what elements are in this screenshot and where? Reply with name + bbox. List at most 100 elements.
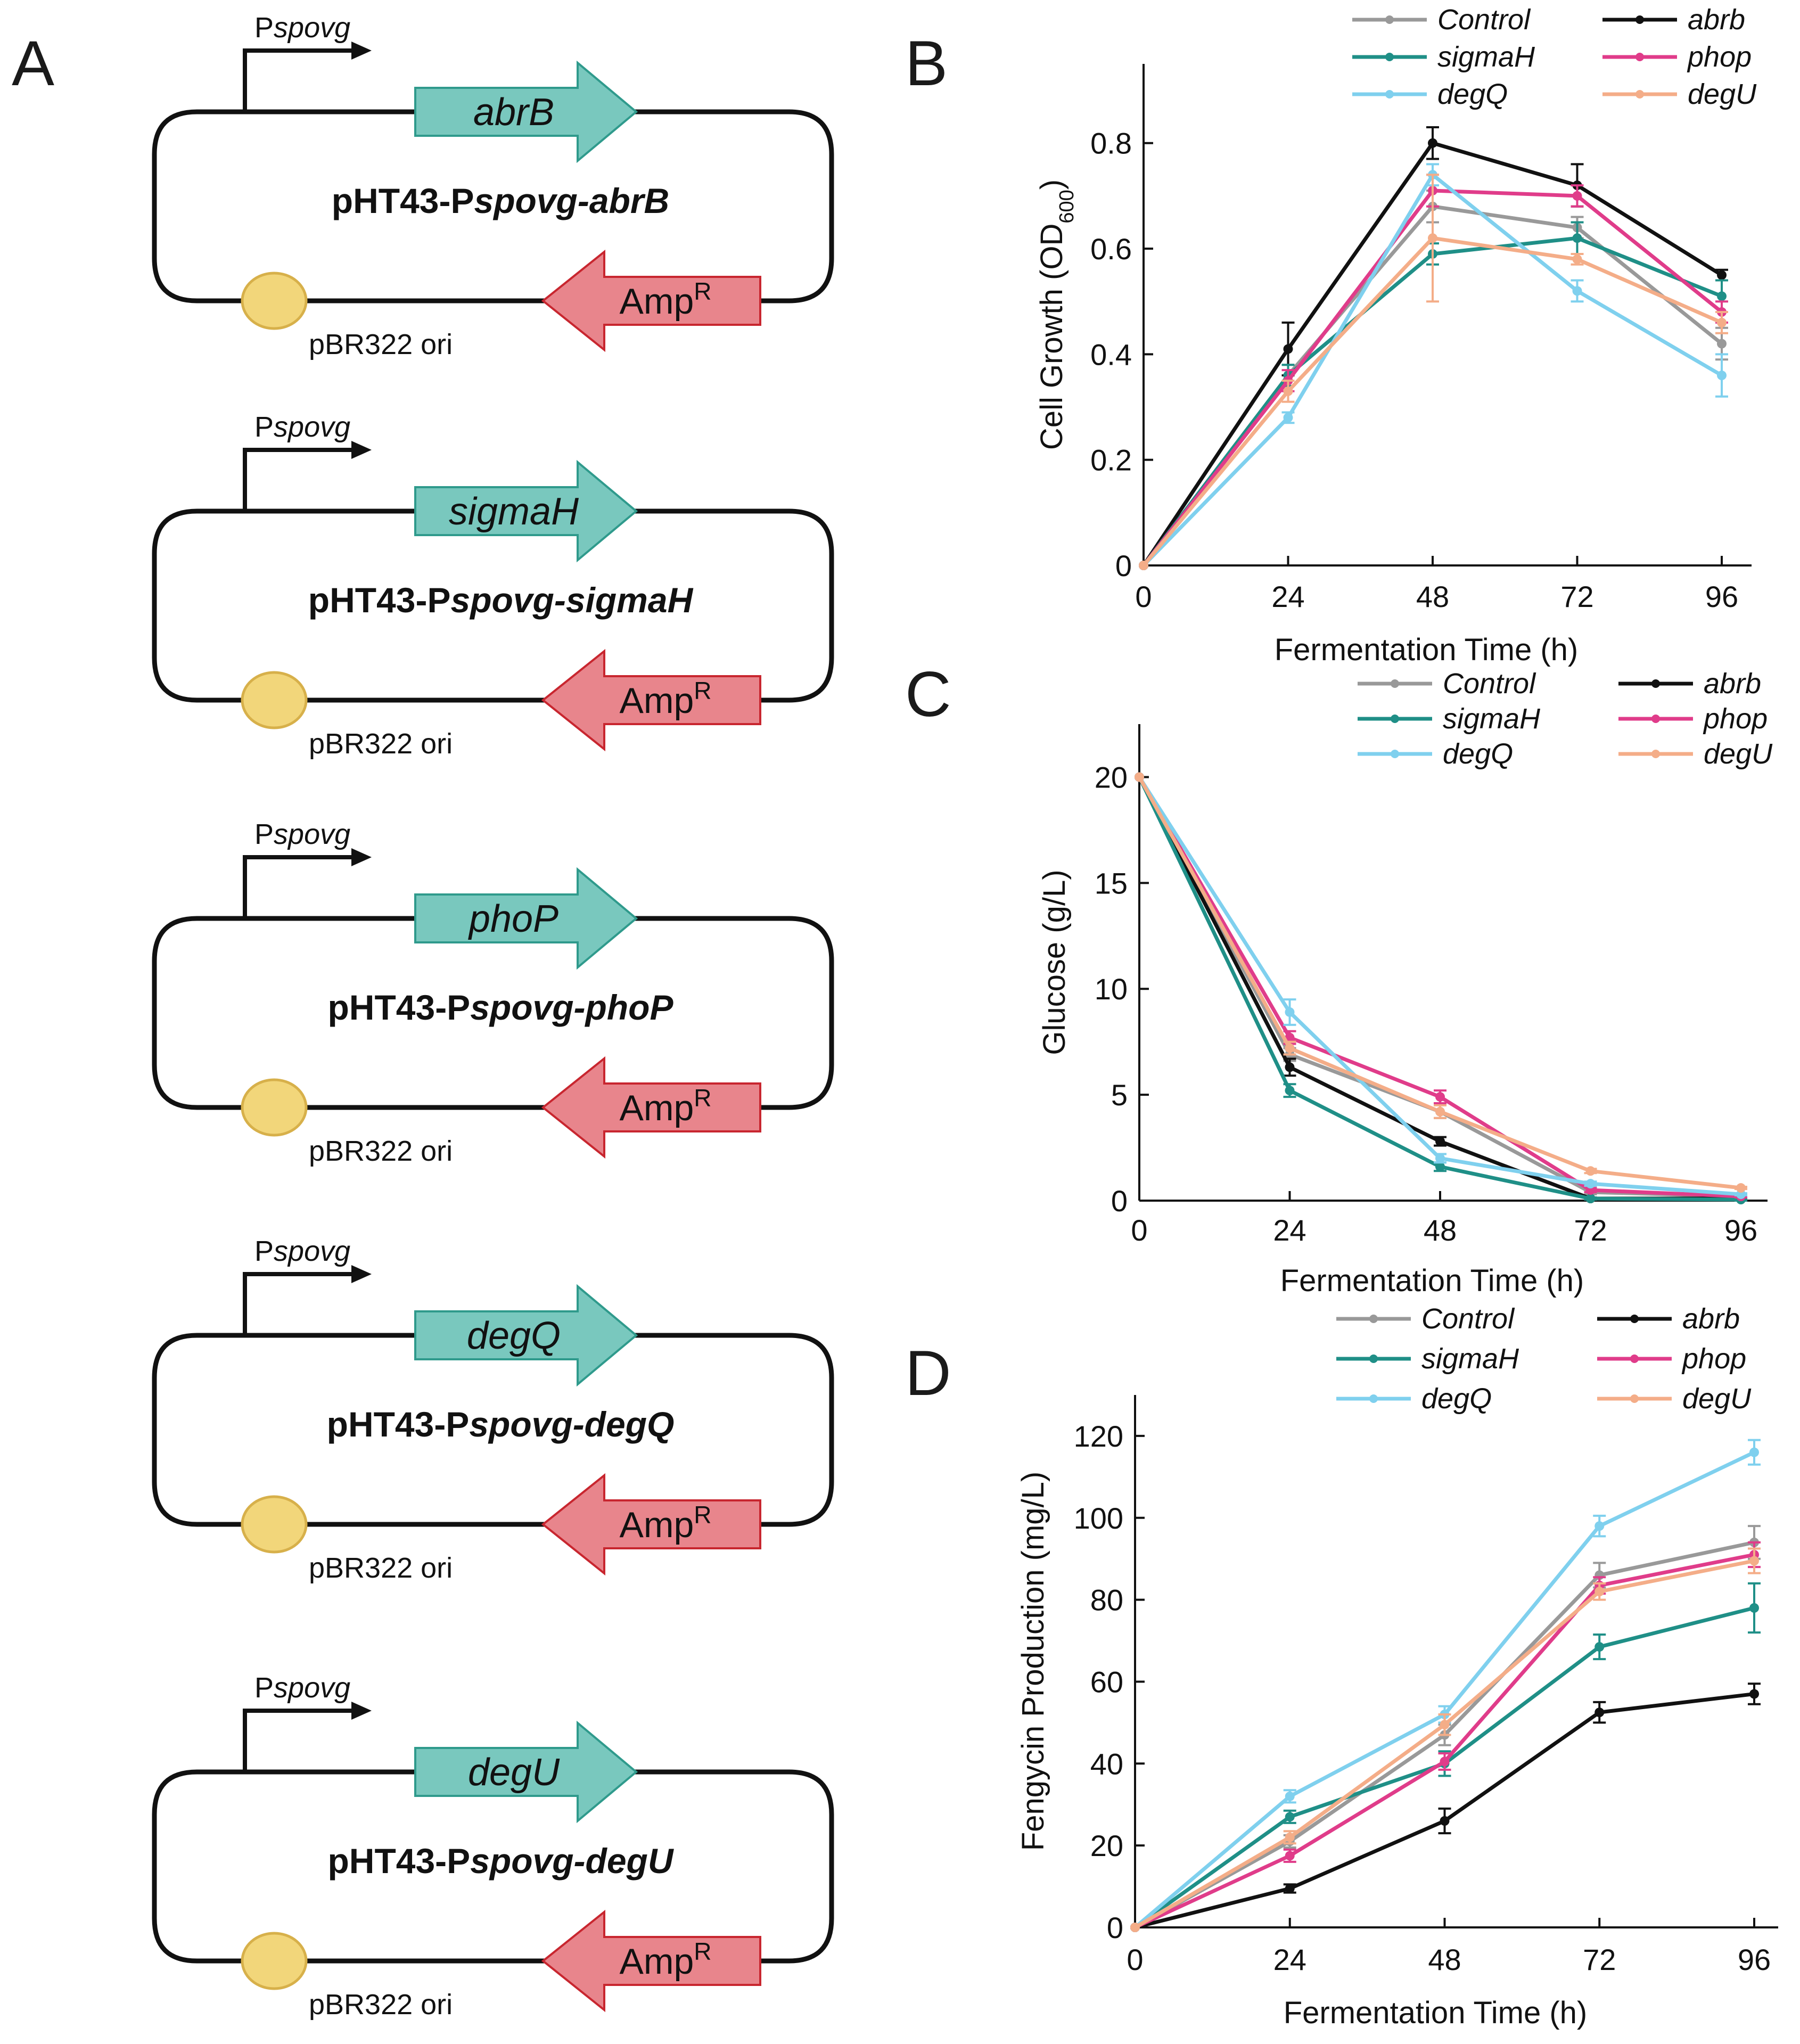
y-tick-label: 60 <box>1090 1665 1123 1698</box>
x-axis-label: Fermentation Time (h) <box>1280 1263 1584 1298</box>
chart-glucose: 0 24 48 72 96 0 5 10 15 20 Fermentation Time (h) Gl… <box>1037 668 1773 1298</box>
data-point <box>1440 1816 1450 1826</box>
promoter-label: Pspovg <box>254 1672 350 1704</box>
x-tick-label: 72 <box>1583 1943 1616 1976</box>
promoter-label: Pspovg <box>254 411 350 443</box>
legend-marker <box>1635 90 1644 98</box>
series-degU <box>1135 772 1747 1193</box>
series-degU <box>1130 1547 1761 1932</box>
plasmid-backbone <box>152 109 834 303</box>
legend-label: degU <box>1682 1383 1752 1415</box>
data-point <box>1283 386 1293 396</box>
data-point <box>1585 1166 1596 1176</box>
data-point <box>1428 233 1437 243</box>
ori-label: pBR322 ori <box>309 1989 453 2021</box>
ori-label: pBR322 ori <box>309 329 453 360</box>
plasmid-backbone <box>152 1769 834 1964</box>
ori-circle <box>241 272 308 330</box>
data-point <box>1585 1194 1596 1204</box>
plasmid-name: pHT43-Pspovg-degQ <box>327 1405 675 1444</box>
x-tick-label: 96 <box>1738 1943 1771 1976</box>
series-degQ <box>1130 1439 1761 1932</box>
x-tick-label: 48 <box>1428 1943 1461 1976</box>
data-point <box>1572 233 1582 243</box>
gene-arrow <box>414 1284 638 1387</box>
data-point <box>1572 254 1582 264</box>
legend-marker <box>1630 1394 1639 1403</box>
data-point <box>1285 1032 1295 1042</box>
amp-resistance-arrow <box>541 1473 761 1576</box>
data-point <box>1135 772 1144 782</box>
data-point <box>1285 1043 1295 1053</box>
series-degQ <box>1135 772 1747 1200</box>
legend-label: degU <box>1704 738 1773 770</box>
amp-label: AmpR <box>619 277 711 322</box>
x-tick-label: 72 <box>1560 580 1593 613</box>
construct-phoP: Pspovg phoP pHT43-Pspovg-phoP AmpR pBR322 or… <box>152 818 834 1167</box>
legend-label: sigmaH <box>1421 1343 1519 1375</box>
data-point <box>1594 1642 1605 1652</box>
data-point <box>1749 1603 1759 1613</box>
plasmid-backbone <box>152 1333 834 1527</box>
series-sigmaH <box>1135 772 1747 1205</box>
data-point <box>1139 561 1148 570</box>
gene-label: sigmaH <box>449 490 579 533</box>
promoter-line <box>243 1709 351 1772</box>
legend-marker <box>1391 679 1399 688</box>
data-point <box>1572 286 1582 296</box>
legend-label: degQ <box>1421 1383 1492 1415</box>
legend-label: sigmaH <box>1443 703 1541 735</box>
data-point <box>1435 1162 1445 1172</box>
y-tick-label: 0 <box>1115 549 1132 582</box>
data-point <box>1285 1791 1295 1801</box>
ori-circle <box>241 1932 308 1990</box>
plasmid-backbone <box>152 508 834 703</box>
amp-resistance-arrow <box>541 1909 761 2013</box>
y-tick-label: 80 <box>1090 1583 1123 1617</box>
data-point <box>1736 1183 1746 1193</box>
amp-label: AmpR <box>619 1501 711 1545</box>
panel-label-b: B <box>905 28 948 99</box>
legend-label: abrb <box>1682 1303 1740 1335</box>
panel-label-a: A <box>12 28 54 99</box>
amp-resistance-arrow <box>541 1056 761 1159</box>
construct-degQ: Pspovg degQ pHT43-Pspovg-degQ AmpR pBR322 or… <box>152 1235 834 1584</box>
y-tick-label: 0.2 <box>1090 444 1132 477</box>
data-point <box>1585 1179 1596 1189</box>
data-point <box>1285 1851 1295 1861</box>
data-point <box>1717 371 1727 381</box>
data-point <box>1283 413 1293 423</box>
gene-arrow <box>414 459 638 563</box>
ori-circle <box>241 1078 308 1137</box>
legend-label: abrb <box>1688 4 1745 36</box>
data-point <box>1717 291 1727 301</box>
promoter-arrow-icon <box>351 42 372 60</box>
ori-circle <box>241 671 308 729</box>
data-point <box>1285 1832 1295 1842</box>
data-point <box>1285 1086 1295 1096</box>
legend-marker <box>1385 15 1394 24</box>
promoter-arrow-icon <box>351 1702 372 1720</box>
series-line <box>1137 776 1741 1201</box>
legend-label: phop <box>1703 703 1768 735</box>
y-tick-label: 40 <box>1090 1747 1123 1780</box>
x-tick-label: 48 <box>1416 580 1449 613</box>
promoter-line <box>243 448 351 511</box>
plasmid-backbone <box>152 916 834 1110</box>
y-tick-label: 5 <box>1111 1078 1128 1112</box>
legend-label: phop <box>1681 1343 1746 1375</box>
legend-label: degQ <box>1443 738 1513 770</box>
promoter-line <box>243 48 351 112</box>
legend-label: sigmaH <box>1437 41 1535 73</box>
series-degU <box>1139 174 1728 570</box>
y-tick-label: 100 <box>1074 1501 1123 1535</box>
legend-label: Control <box>1421 1303 1515 1335</box>
data-point <box>1594 1587 1605 1597</box>
legend: Control abrb sigmaH phop degQ degU <box>1352 4 1757 110</box>
data-point <box>1717 339 1727 349</box>
x-tick-label: 24 <box>1271 580 1304 613</box>
data-point <box>1749 1556 1759 1566</box>
series-line <box>1137 776 1741 1190</box>
data-point <box>1594 1521 1605 1531</box>
x-axis-label: Fermentation Time (h) <box>1275 633 1579 667</box>
